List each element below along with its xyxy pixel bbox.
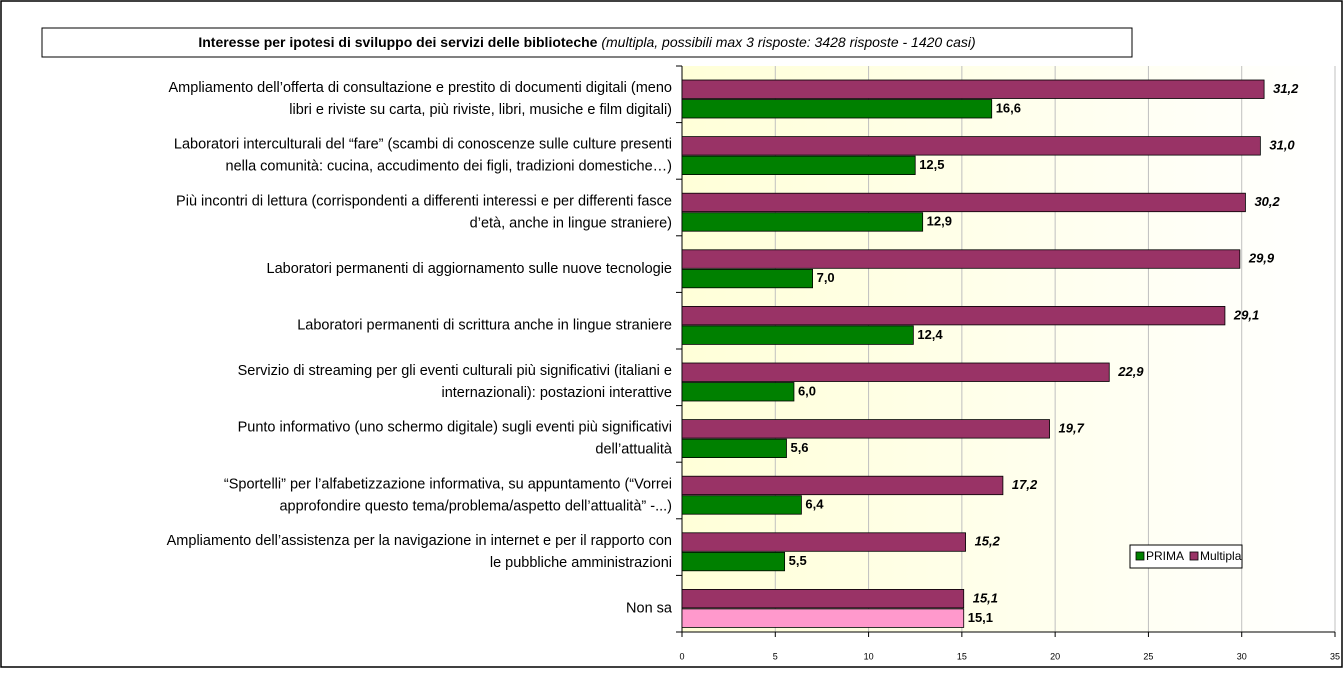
value-label: 5,6 bbox=[790, 440, 808, 455]
x-tick-label: 0 bbox=[679, 651, 684, 661]
title-group: Interesse per ipotesi di sviluppo dei se… bbox=[198, 34, 975, 50]
value-label: 29,1 bbox=[1233, 307, 1259, 322]
category-label: Non sa bbox=[626, 601, 673, 617]
category-label: dell’attualità bbox=[595, 442, 673, 458]
category-label: libri e riviste su carta, più riviste, l… bbox=[289, 102, 672, 118]
bar bbox=[681, 155, 916, 176]
category-label: approfondire questo tema/problema/aspett… bbox=[279, 498, 672, 514]
bar bbox=[681, 99, 993, 119]
category-label: Laboratori permanenti di aggiornamento s… bbox=[267, 261, 672, 277]
chart-title: Interesse per ipotesi di sviluppo dei se… bbox=[198, 34, 597, 50]
bar bbox=[681, 419, 1050, 439]
bar bbox=[681, 551, 786, 572]
category-label: Ampliamento dell’offerta di consultazion… bbox=[169, 80, 672, 96]
category-label: Servizio di streaming per gli eventi cul… bbox=[238, 363, 672, 379]
bar bbox=[681, 475, 1004, 496]
category-label: nella comunità: cucina, accudimento dei … bbox=[226, 159, 673, 175]
bar bbox=[681, 382, 795, 402]
category-label: Laboratori permanenti di scrittura anche… bbox=[297, 318, 672, 334]
x-tick-label: 30 bbox=[1237, 651, 1247, 661]
legend-swatch bbox=[1189, 551, 1199, 561]
value-label: 30,2 bbox=[1254, 194, 1280, 209]
x-tick-label: 15 bbox=[957, 651, 967, 661]
x-tick-label: 5 bbox=[773, 651, 778, 661]
value-label: 6,0 bbox=[798, 383, 816, 398]
value-label: 12,5 bbox=[919, 157, 944, 172]
bar bbox=[681, 79, 1265, 99]
bar bbox=[681, 438, 787, 459]
bar bbox=[681, 325, 914, 345]
category-label: Laboratori interculturali del “fare” (sc… bbox=[174, 137, 672, 153]
category-label: le pubbliche amministrazioni bbox=[490, 555, 672, 571]
bar bbox=[681, 362, 1110, 382]
value-label: 31,0 bbox=[1269, 138, 1295, 153]
value-label: 15,1 bbox=[968, 610, 993, 625]
value-label: 22,9 bbox=[1117, 364, 1144, 379]
category-label: Punto informativo (uno schermo digitale)… bbox=[238, 420, 672, 436]
bar bbox=[681, 589, 965, 609]
bar bbox=[681, 192, 1246, 213]
value-label: 16,6 bbox=[996, 100, 1021, 115]
bar bbox=[681, 495, 802, 515]
x-tick-label: 35 bbox=[1330, 651, 1340, 661]
category-label: internazionali): postazioni interattive bbox=[441, 385, 672, 401]
x-tick-label: 10 bbox=[864, 651, 874, 661]
category-label: Più incontri di lettura (corrispondenti … bbox=[176, 193, 672, 209]
value-label: 12,9 bbox=[927, 214, 952, 229]
category-label: “Sportelli” per l’alfabetizzazione infor… bbox=[224, 476, 672, 492]
bar bbox=[681, 608, 965, 628]
bar bbox=[681, 249, 1241, 269]
value-label: 12,4 bbox=[917, 327, 943, 342]
value-label: 29,9 bbox=[1248, 251, 1275, 266]
category-label: Ampliamento dell’assistenza per la navig… bbox=[167, 533, 672, 549]
legend-box bbox=[1129, 544, 1243, 569]
x-tick-label: 25 bbox=[1143, 651, 1153, 661]
value-label: 17,2 bbox=[1012, 477, 1038, 492]
title-box bbox=[41, 27, 1133, 58]
bar bbox=[681, 305, 1226, 326]
x-tick-label: 20 bbox=[1050, 651, 1060, 661]
value-label: 6,4 bbox=[805, 497, 824, 512]
value-label: 15,2 bbox=[975, 534, 1001, 549]
value-label: 5,5 bbox=[789, 553, 807, 568]
bar bbox=[681, 212, 924, 232]
legend-label: Multipla bbox=[1200, 549, 1242, 563]
legend-label: PRIMA bbox=[1146, 549, 1184, 563]
value-label: 7,0 bbox=[817, 270, 835, 285]
value-label: 31,2 bbox=[1273, 81, 1299, 96]
category-label: d’età, anche in lingue straniere) bbox=[470, 215, 672, 231]
value-label: 15,1 bbox=[973, 590, 998, 605]
bar bbox=[681, 268, 814, 289]
chart-subtitle: (multipla, possibili max 3 risposte: 342… bbox=[601, 34, 975, 50]
bar bbox=[681, 136, 1261, 156]
value-label: 19,7 bbox=[1059, 421, 1085, 436]
legend-swatch bbox=[1135, 551, 1145, 561]
bar bbox=[681, 532, 966, 552]
